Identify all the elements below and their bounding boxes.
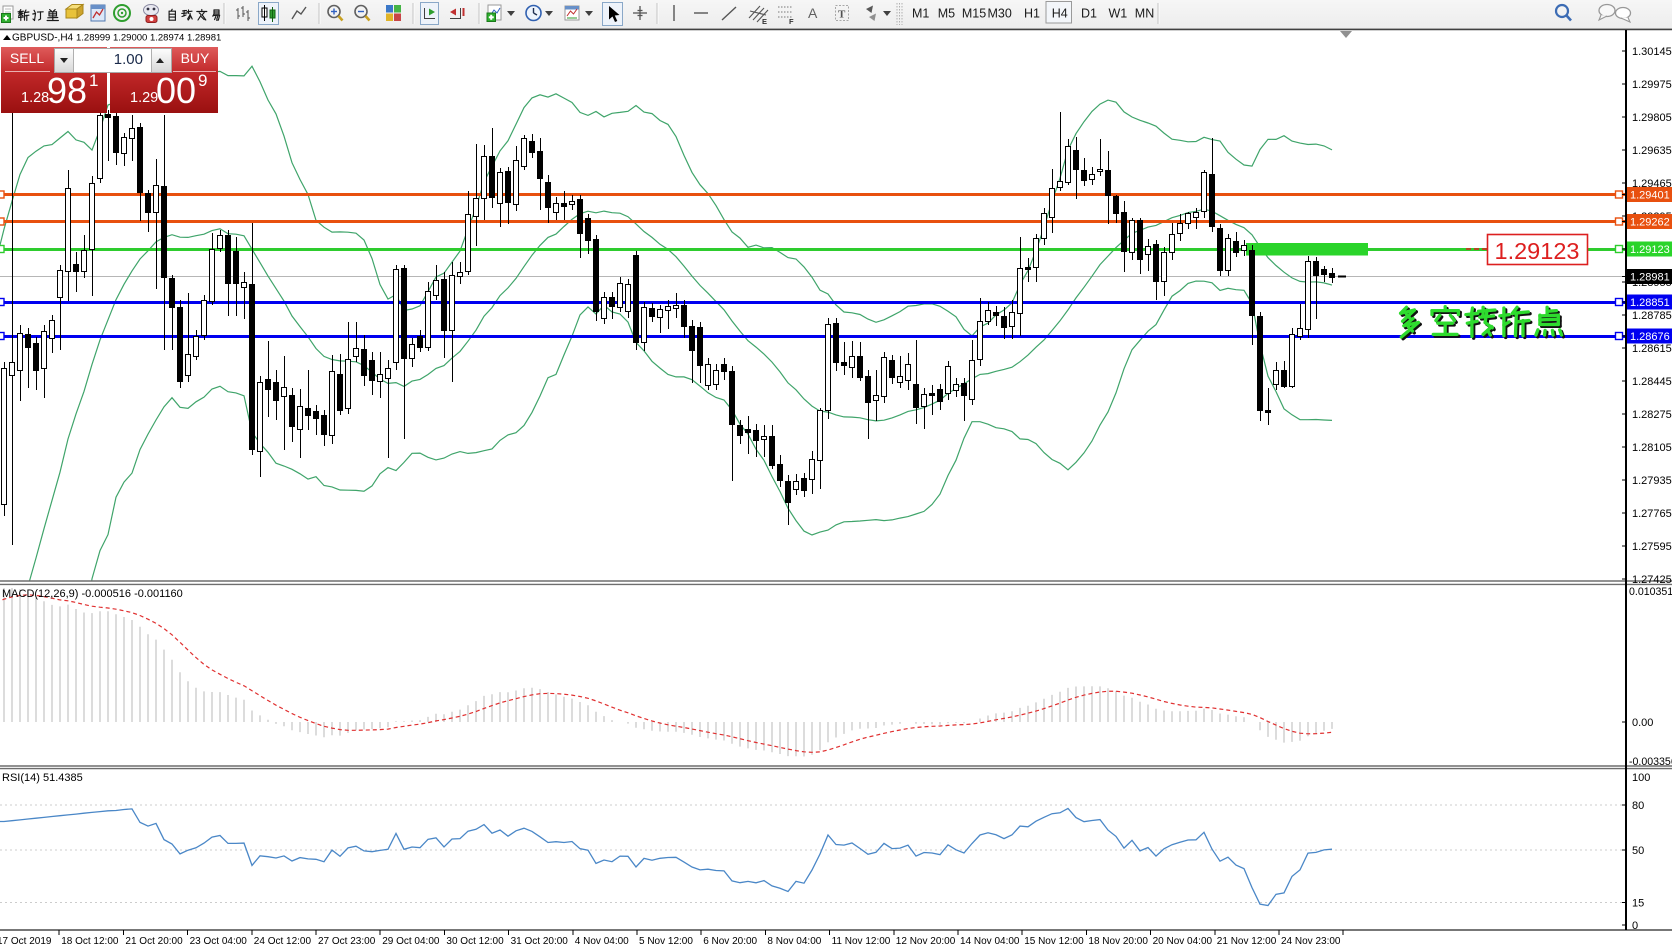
svg-text:H1: H1 <box>1024 7 1040 21</box>
svg-text:24 Nov 23:00: 24 Nov 23:00 <box>1281 936 1341 947</box>
svg-text:20 Nov 04:00: 20 Nov 04:00 <box>1153 936 1213 947</box>
svg-text:50: 50 <box>1632 845 1644 857</box>
svg-text:M15: M15 <box>962 7 986 21</box>
svg-text:MN: MN <box>1135 7 1154 21</box>
svg-text:1.28445: 1.28445 <box>1632 376 1672 388</box>
svg-text:1.29805: 1.29805 <box>1632 112 1672 124</box>
svg-text:1.27425: 1.27425 <box>1632 574 1672 586</box>
svg-text:30 Oct 12:00: 30 Oct 12:00 <box>446 936 504 947</box>
svg-text:80: 80 <box>1632 800 1644 812</box>
svg-text:M30: M30 <box>988 7 1012 21</box>
svg-text:1.29262: 1.29262 <box>1630 217 1670 229</box>
svg-text:6 Nov 20:00: 6 Nov 20:00 <box>703 936 757 947</box>
svg-text:0.00: 0.00 <box>1632 717 1653 729</box>
svg-text:1.27765: 1.27765 <box>1632 508 1672 520</box>
svg-text:1.28785: 1.28785 <box>1632 310 1672 322</box>
svg-text:1.29975: 1.29975 <box>1632 79 1672 91</box>
svg-text:1.28676: 1.28676 <box>1630 331 1670 343</box>
svg-text:100: 100 <box>1632 772 1650 784</box>
svg-text:T: T <box>838 9 846 21</box>
svg-text:18 Nov 20:00: 18 Nov 20:00 <box>1088 936 1148 947</box>
svg-text:17 Oct 2019: 17 Oct 2019 <box>0 936 52 947</box>
svg-text:D1: D1 <box>1081 7 1097 21</box>
svg-text:18 Oct 12:00: 18 Oct 12:00 <box>61 936 119 947</box>
svg-text:8 Nov 04:00: 8 Nov 04:00 <box>767 936 821 947</box>
svg-text:12 Nov 20:00: 12 Nov 20:00 <box>896 936 956 947</box>
svg-text:1.29123: 1.29123 <box>1495 238 1580 264</box>
svg-text:-0.003356: -0.003356 <box>1629 756 1672 768</box>
svg-text:GBPUSD-,H4: GBPUSD-,H4 <box>12 33 74 44</box>
svg-text:H4: H4 <box>1052 7 1068 21</box>
svg-text:24 Oct 12:00: 24 Oct 12:00 <box>254 936 312 947</box>
svg-text:14 Nov 04:00: 14 Nov 04:00 <box>960 936 1020 947</box>
svg-text:W1: W1 <box>1109 7 1128 21</box>
svg-text:1.29635: 1.29635 <box>1632 145 1672 157</box>
svg-text:23 Oct 04:00: 23 Oct 04:00 <box>190 936 248 947</box>
svg-text:21 Oct 20:00: 21 Oct 20:00 <box>125 936 183 947</box>
svg-text:RSI(14) 51.4385: RSI(14) 51.4385 <box>2 772 83 784</box>
svg-text:A: A <box>808 5 818 21</box>
svg-text:31 Oct 20:00: 31 Oct 20:00 <box>511 936 569 947</box>
svg-text:1.28999 1.29000 1.28974 1.2898: 1.28999 1.29000 1.28974 1.28981 <box>76 33 221 44</box>
svg-text:11 Nov 12:00: 11 Nov 12:00 <box>832 936 891 947</box>
svg-text:27 Oct 23:00: 27 Oct 23:00 <box>318 936 376 947</box>
svg-text:29 Oct 04:00: 29 Oct 04:00 <box>382 936 440 947</box>
svg-text:0: 0 <box>1632 920 1638 932</box>
svg-text:1.30145: 1.30145 <box>1632 46 1672 58</box>
svg-text:F: F <box>789 17 794 26</box>
svg-text:21 Nov 12:00: 21 Nov 12:00 <box>1217 936 1277 947</box>
svg-text:1.28275: 1.28275 <box>1632 409 1672 421</box>
svg-text:MACD(12,26,9) -0.000516 -0.001: MACD(12,26,9) -0.000516 -0.001160 <box>2 588 183 600</box>
svg-text:E: E <box>762 17 767 26</box>
svg-text:15 Nov 12:00: 15 Nov 12:00 <box>1024 936 1084 947</box>
svg-text:5 Nov 12:00: 5 Nov 12:00 <box>639 936 693 947</box>
svg-text:1.28615: 1.28615 <box>1632 343 1672 355</box>
svg-text:1.28105: 1.28105 <box>1632 442 1672 454</box>
svg-text:M5: M5 <box>938 7 955 21</box>
svg-text:M1: M1 <box>912 7 929 21</box>
svg-text:1.27595: 1.27595 <box>1632 541 1672 553</box>
svg-text:1.29123: 1.29123 <box>1630 244 1670 256</box>
svg-text:1.28851: 1.28851 <box>1630 297 1670 309</box>
svg-text:0.010351: 0.010351 <box>1629 586 1672 598</box>
svg-text:1.27935: 1.27935 <box>1632 475 1672 487</box>
svg-text:4 Nov 04:00: 4 Nov 04:00 <box>575 936 629 947</box>
svg-text:1.28981: 1.28981 <box>1630 272 1670 284</box>
svg-text:15: 15 <box>1632 898 1644 910</box>
svg-text:1.29401: 1.29401 <box>1630 190 1670 202</box>
